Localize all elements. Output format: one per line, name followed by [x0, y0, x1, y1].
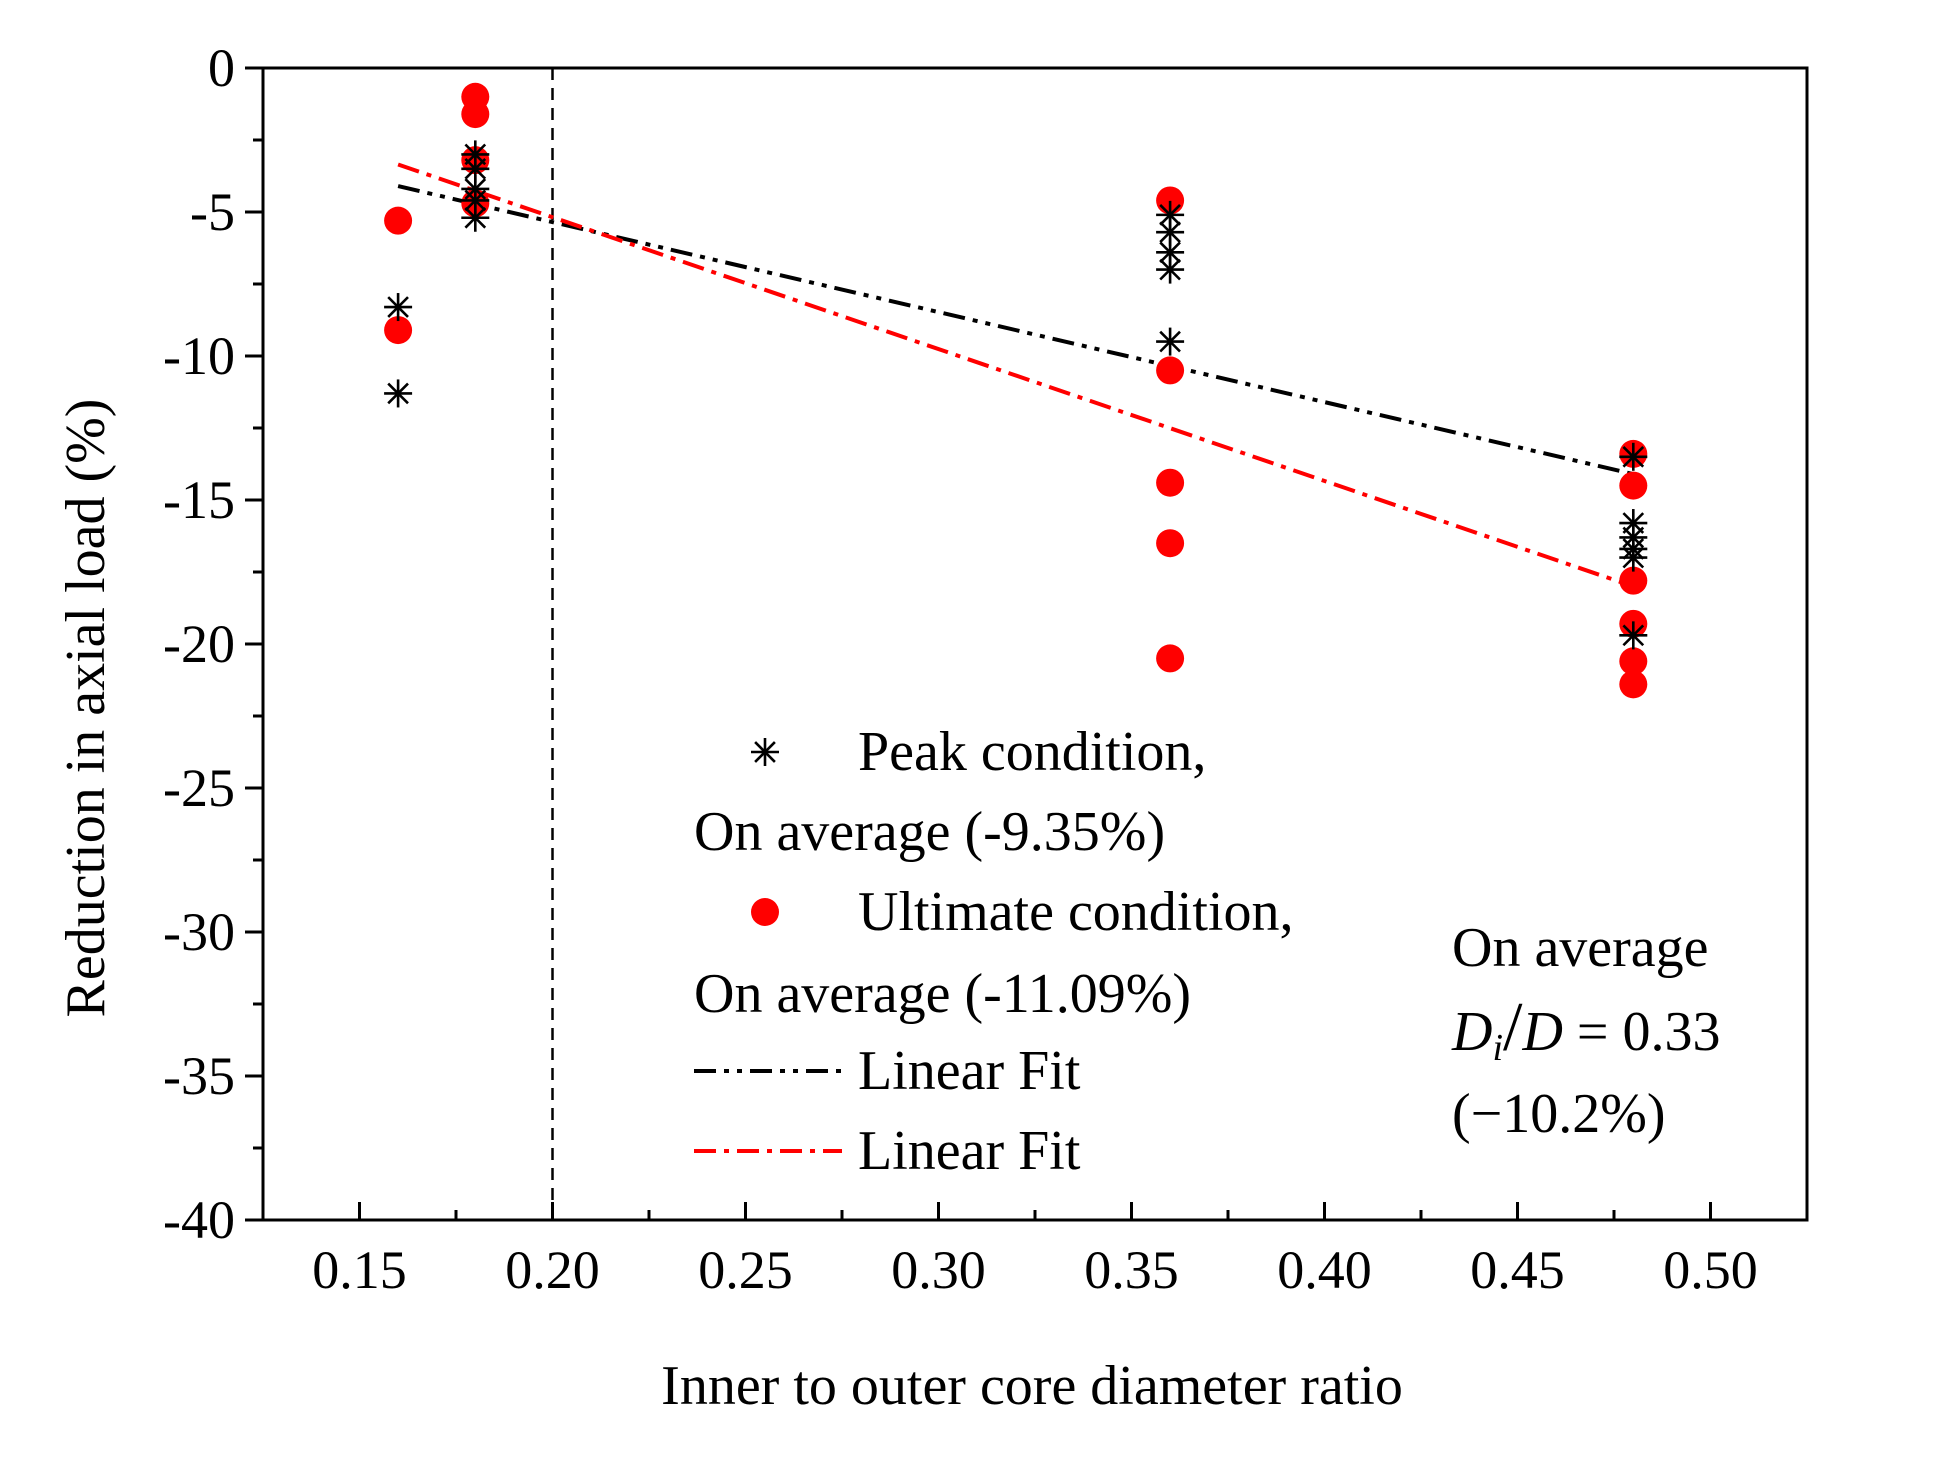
ultimate-point	[1156, 644, 1185, 673]
x-tick-label: 0.35	[1084, 1240, 1179, 1300]
asterisk-stroke	[754, 741, 776, 763]
y-tick-label: -30	[163, 902, 235, 962]
x-tick-label: 0.30	[891, 1240, 986, 1300]
legend-black-fit-label: Linear Fit	[858, 1040, 1081, 1102]
asterisk-stroke	[1622, 445, 1645, 468]
y-axis-title: Reduction in axial load (%)	[55, 399, 117, 1018]
x-tick-label: 0.40	[1277, 1240, 1372, 1300]
asterisk-stroke	[387, 382, 409, 405]
y-tick-label: -25	[163, 758, 235, 818]
x-axis-title: Inner to outer core diameter ratio	[661, 1355, 1403, 1417]
asterisk-stroke	[1159, 204, 1181, 226]
fit-line-red	[397, 162, 1634, 589]
annotation-title: On average	[1452, 917, 1709, 979]
asterisk-stroke	[1159, 258, 1181, 281]
legend-ultimate-average: On average (-11.09%)	[694, 963, 1191, 1025]
ultimate-point	[1156, 529, 1185, 558]
asterisk-stroke	[1159, 221, 1181, 243]
y-tick-label: -40	[163, 1190, 235, 1250]
y-tick-label: -10	[163, 326, 235, 386]
asterisk-stroke	[464, 189, 487, 212]
peak-point	[461, 154, 490, 183]
tick-labels-group: 0.15 0.20 0.25 0.30 0.35 0.40 0.45 0.50 0 -5 -10 -1…	[163, 38, 1758, 1300]
legend-peak-marker	[751, 738, 779, 766]
asterisk-stroke	[387, 296, 409, 318]
y-tick-label: -35	[163, 1046, 235, 1106]
asterisk-stroke	[464, 157, 487, 180]
fit-lines-group	[397, 162, 1634, 589]
fit-line-black	[397, 184, 1634, 477]
peak-point	[461, 186, 490, 215]
peak-point	[461, 203, 490, 232]
y-tick-label: -5	[190, 182, 235, 242]
annotation-ratio: Di/D = 0.33	[1451, 989, 1721, 1069]
x-tick-label: 0.45	[1470, 1240, 1565, 1300]
legend-red-fit-label: Linear Fit	[858, 1120, 1081, 1182]
ultimate-point	[384, 206, 413, 235]
peak-point	[1619, 621, 1648, 650]
ticks-group	[245, 66, 1809, 1222]
plot-frame	[261, 66, 1809, 1222]
legend-asterisk	[751, 738, 779, 766]
asterisk-stroke	[464, 206, 487, 229]
y-tick-label: 0	[208, 38, 235, 98]
legend-ultimate-marker	[751, 898, 779, 926]
legend-peak-average: On average (-9.35%)	[694, 801, 1165, 863]
average-annotation: On average Di/D = 0.33 (−10.2%)	[1451, 917, 1721, 1145]
ultimate-point	[1156, 356, 1185, 385]
x-tick-label: 0.50	[1663, 1240, 1758, 1300]
ultimate-point	[461, 100, 490, 129]
peak-point	[1619, 543, 1648, 572]
ultimate-point	[1619, 566, 1648, 595]
ultimate-point	[1619, 471, 1648, 500]
asterisk-stroke	[1622, 624, 1645, 647]
asterisk-stroke	[1159, 330, 1181, 353]
data-points-group	[384, 82, 1648, 699]
legend: Peak condition, On average (-9.35%) Ulti…	[694, 721, 1293, 1182]
annotation-value: (−10.2%)	[1452, 1083, 1666, 1145]
y-tick-label: -15	[163, 470, 235, 530]
ultimate-point	[1619, 670, 1648, 699]
peak-point	[384, 293, 413, 322]
legend-ultimate-label: Ultimate condition,	[858, 881, 1293, 943]
y-tick-label: -20	[163, 614, 235, 674]
peak-point	[1619, 442, 1648, 471]
x-tick-label: 0.25	[698, 1240, 793, 1300]
x-tick-label: 0.20	[505, 1240, 600, 1300]
legend-peak-label: Peak condition,	[858, 721, 1206, 783]
x-tick-label: 0.15	[312, 1240, 407, 1300]
peak-point	[1156, 255, 1185, 284]
ultimate-point	[384, 316, 413, 345]
peak-point	[384, 379, 413, 408]
asterisk-stroke	[1159, 241, 1181, 264]
peak-point	[1156, 327, 1185, 356]
asterisk-stroke	[1622, 546, 1645, 569]
ultimate-point	[1619, 647, 1648, 676]
ultimate-point	[1156, 468, 1185, 497]
